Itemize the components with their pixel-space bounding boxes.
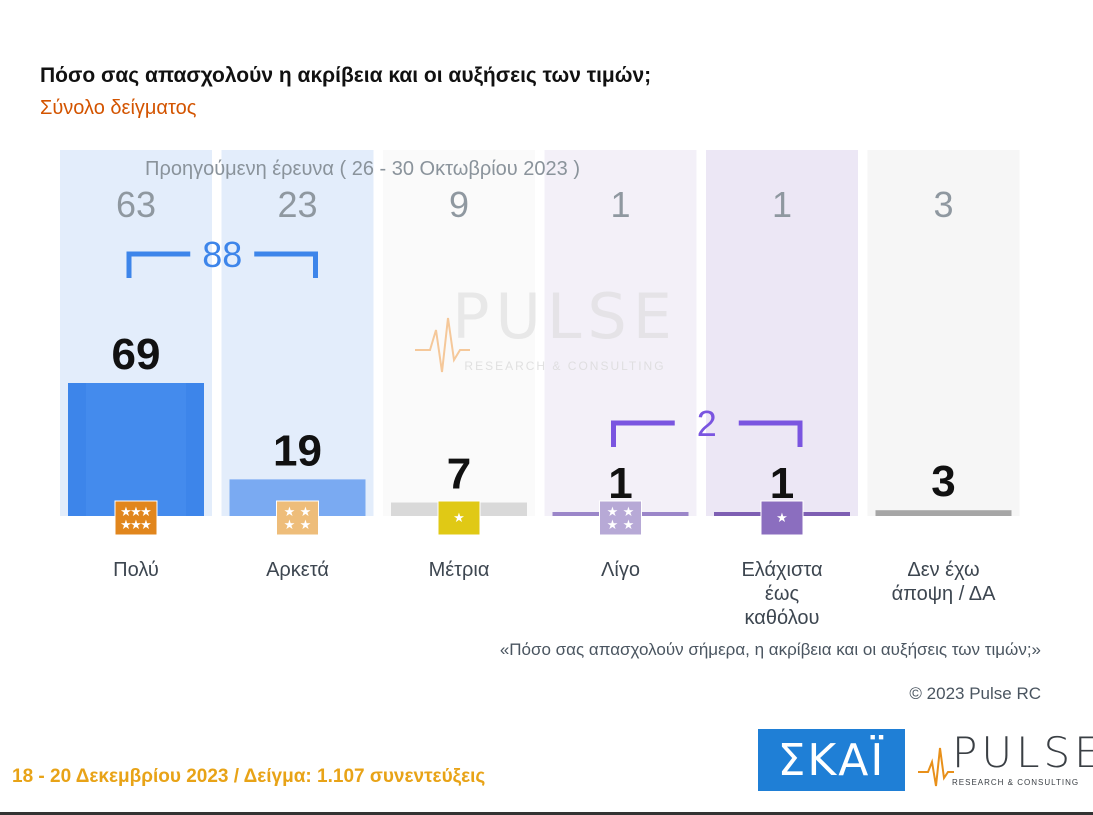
value-label-1: 69 [112,330,161,379]
value-label-4: 1 [608,459,632,508]
star-icon: ★ [284,518,296,533]
star-badge-3 [437,500,481,536]
star-icon: ★ [120,505,132,520]
watermark-wave-icon [415,317,470,373]
star-icon: ★ [607,518,619,533]
watermark-tagline: RESEARCH & CONSULTING [464,359,665,373]
previous-survey-label: Προηγούμενη έρευνα ( 26 - 30 Οκτωβρίου 2… [145,158,580,180]
previous-value-2: 23 [277,184,317,225]
category-label-3: Μέτρια [429,559,490,581]
value-label-6: 3 [931,457,955,506]
star-icon: ★ [284,505,296,520]
category-label-2: Αρκετά [266,559,329,581]
star-icon: ★ [130,518,142,533]
group-bracket-right-1 [254,251,318,278]
previous-value-3: 9 [449,184,469,225]
group-bracket-left-2 [611,420,675,447]
previous-value-1: 63 [116,184,156,225]
star-icon: ★ [623,505,635,520]
star-icon: ★ [140,518,152,533]
star-icon: ★ [300,505,312,520]
group-total-2: 2 [697,403,717,444]
star-icon: ★ [130,505,142,520]
column-bg-6 [867,150,1020,516]
skai-logo: ΣΚΑΪ [758,729,905,791]
star-badge-2 [276,500,319,536]
chart-subtitle: Σύνολο δείγματος [40,97,197,119]
survey-date-sample: 18 - 20 Δεκεμβρίου 2023 / Δείγμα: 1.107 … [12,766,486,787]
bar-6 [875,510,1012,516]
star-icon: ★ [300,518,312,533]
star-icon: ★ [453,511,465,526]
previous-value-5: 1 [772,184,792,225]
star-icon: ★ [776,511,788,526]
watermark-text: PULSE [452,280,678,353]
chart-title: Πόσο σας απασχολούν η ακρίβεια και οι αυ… [40,64,652,87]
survey-question: «Πόσο σας απασχολούν σήμερα, η ακρίβεια … [499,640,1041,659]
pulse-logo-tagline: RESEARCH & CONSULTING [952,778,1080,787]
value-label-2: 19 [273,426,322,475]
pulse-logo-word: PULSE [952,728,1093,777]
previous-value-4: 1 [610,184,630,225]
star-icon: ★ [607,505,619,520]
bottom-divider [0,812,1093,815]
category-label-1: Πολύ [113,559,159,581]
previous-value-6: 3 [933,184,953,225]
bar-highlight-1 [86,383,186,516]
category-label-5: έως [765,583,800,605]
category-label-4: Λίγο [601,559,640,581]
group-bracket-right-2 [738,420,803,447]
star-icon: ★ [623,518,635,533]
star-badge-4 [599,500,642,536]
category-label-6: άποψη / ΔΑ [892,583,997,605]
column-bg-5 [706,150,858,516]
column-bg-4 [544,150,697,516]
pulse-logo: PULSE RESEARCH & CONSULTING [918,728,1093,792]
category-label-5: καθόλου [745,607,820,629]
group-total-1: 88 [202,234,242,275]
star-badge-1 [114,500,158,536]
category-label-5: Ελάχιστα [741,559,822,581]
value-label-5: 1 [770,459,794,508]
star-icon: ★ [140,505,152,520]
category-label-6: Δεν έχω [907,559,979,581]
copyright-text: © 2023 Pulse RC [909,684,1041,703]
column-bg-3 [383,150,535,516]
star-icon: ★ [120,518,132,533]
value-label-3: 7 [447,450,471,499]
column-bg-2 [221,150,374,516]
star-badge-5 [760,500,804,536]
group-bracket-left-1 [126,251,191,278]
pulse-wave-icon [918,747,954,787]
